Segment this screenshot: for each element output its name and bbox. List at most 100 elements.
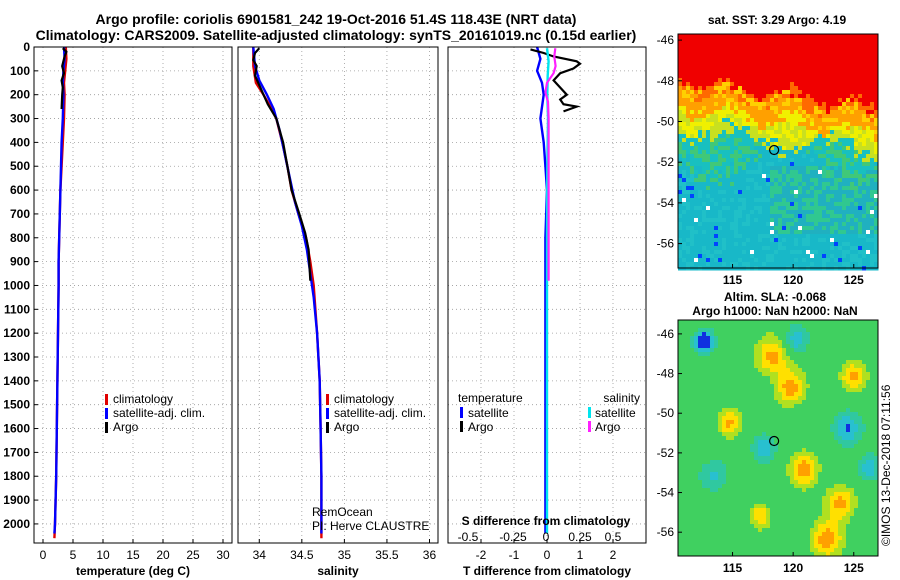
map-cell — [850, 364, 855, 369]
map-cell — [690, 262, 695, 267]
map-cell — [834, 62, 839, 67]
map-cell — [738, 242, 743, 247]
map-cell — [746, 428, 751, 433]
map-cell — [722, 336, 727, 341]
map-cell — [834, 412, 839, 417]
map-cell — [818, 364, 823, 369]
map-cell — [838, 246, 843, 251]
map-cell — [858, 122, 863, 127]
map-cell — [702, 210, 707, 215]
map-cell — [818, 234, 823, 239]
map-cell — [822, 106, 827, 111]
map-cell — [798, 230, 803, 235]
map-cell — [850, 452, 855, 457]
map-cell — [850, 182, 855, 187]
map-cell — [710, 38, 715, 43]
map-cell — [738, 408, 743, 413]
map-cell — [706, 118, 711, 123]
map-cell — [862, 94, 867, 99]
map-cell — [718, 130, 723, 135]
map-cell — [874, 142, 879, 147]
map-cell — [730, 396, 735, 401]
map-cell — [706, 408, 711, 413]
map-cell — [866, 444, 871, 449]
map-cell — [782, 368, 787, 373]
map-cell — [726, 166, 731, 171]
map-cell — [762, 408, 767, 413]
map-cell — [718, 210, 723, 215]
map-cell — [870, 428, 875, 433]
map-cell — [842, 230, 847, 235]
map-cell — [774, 404, 779, 409]
map-cell — [726, 154, 731, 159]
map-cell — [762, 432, 767, 437]
map-cell — [862, 384, 867, 389]
map-cell — [810, 34, 815, 39]
map-cell — [698, 388, 703, 393]
map-cell — [682, 412, 687, 417]
map-cell — [734, 122, 739, 127]
map-cell — [754, 34, 759, 39]
map-cell — [782, 198, 787, 203]
series-climatology — [252, 47, 323, 539]
map-cell — [838, 110, 843, 115]
map-cell — [694, 66, 699, 71]
map-cell — [810, 218, 815, 223]
map-cell — [678, 412, 683, 417]
map-cell — [754, 242, 759, 247]
map-cell — [794, 376, 799, 381]
map-cell — [870, 460, 875, 465]
map-cell — [866, 360, 871, 365]
map-cell — [770, 82, 775, 87]
map-cell — [762, 154, 767, 159]
map-cell — [746, 66, 751, 71]
map-cell — [758, 416, 763, 421]
map-cell — [694, 106, 699, 111]
map-cell — [790, 388, 795, 393]
map-cell — [686, 146, 691, 151]
map-cell — [742, 226, 747, 231]
map-cell — [778, 78, 783, 83]
map-cell — [818, 130, 823, 135]
map-cell — [858, 206, 863, 211]
map-cell — [854, 66, 859, 71]
map-cell — [766, 98, 771, 103]
map-cell — [774, 254, 779, 259]
map-cell — [774, 70, 779, 75]
map-cell — [754, 126, 759, 131]
map-cell — [822, 238, 827, 243]
map-cell — [842, 368, 847, 373]
map-cell — [850, 376, 855, 381]
map-cell — [810, 416, 815, 421]
map-cell — [874, 344, 879, 349]
map-cell — [730, 170, 735, 175]
map-cell — [826, 118, 831, 123]
map-cell — [782, 178, 787, 183]
map-cell — [810, 166, 815, 171]
map-cell — [786, 142, 791, 147]
map-cell — [798, 86, 803, 91]
map-cell — [778, 320, 783, 325]
map-cell — [834, 94, 839, 99]
map-cell — [806, 332, 811, 337]
map-cell — [858, 368, 863, 373]
map-cell — [822, 194, 827, 199]
map-cell — [834, 34, 839, 39]
map-cell — [690, 396, 695, 401]
map-cell — [706, 388, 711, 393]
map-cell — [874, 50, 879, 55]
map-cell — [802, 82, 807, 87]
map-cell — [806, 384, 811, 389]
map-cell — [678, 364, 683, 369]
map-cell — [778, 46, 783, 51]
map-cell — [834, 262, 839, 267]
map-cell — [730, 210, 735, 215]
map-cell — [786, 74, 791, 79]
map-cell — [830, 162, 835, 167]
map-cell — [814, 70, 819, 75]
map-cell — [786, 54, 791, 59]
map-cell — [818, 440, 823, 445]
map-cell — [686, 134, 691, 139]
map-cell — [714, 448, 719, 453]
map-cell — [782, 114, 787, 119]
